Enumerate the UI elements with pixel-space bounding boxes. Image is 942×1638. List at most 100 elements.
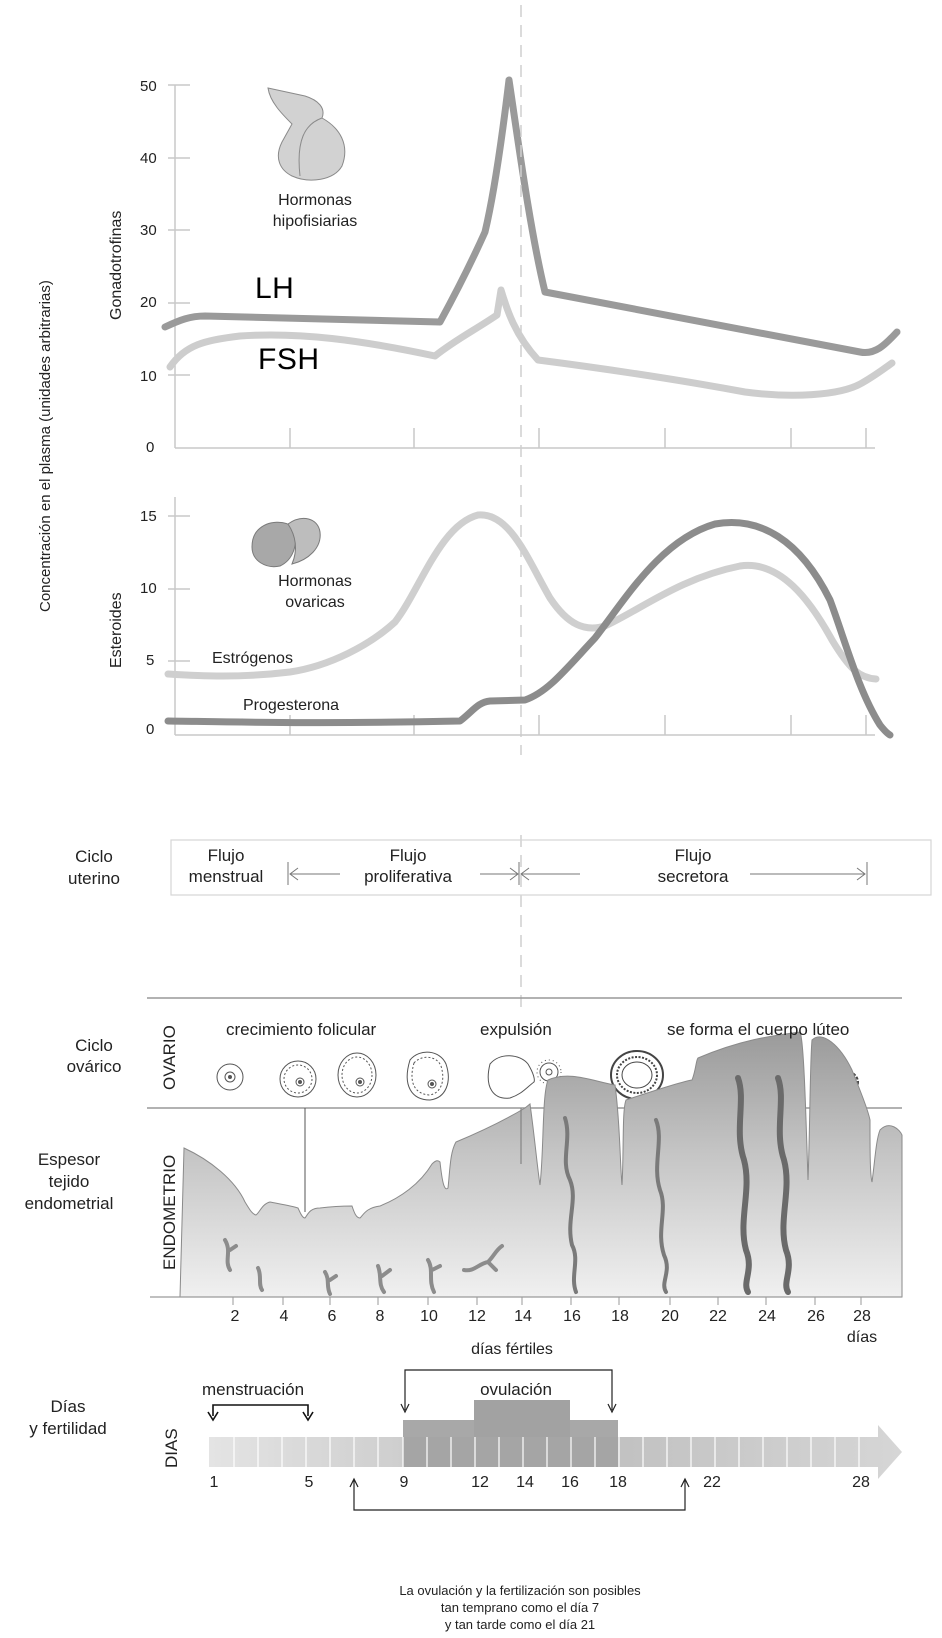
steroid-tick-10: 10: [140, 580, 157, 597]
day-label-20: 20: [661, 1308, 679, 1325]
follicle-stage-4: [406, 1051, 449, 1101]
progesterone-series-label: Progesterona: [243, 697, 340, 714]
gonad-tick-30: 30: [140, 222, 157, 239]
phase-proliferative-line1: Flujo: [389, 846, 427, 865]
pituitary-label-line2: hipofisiarias: [272, 213, 358, 230]
days-vertical-label: DIAS: [162, 1428, 181, 1468]
gonadotrophin-axis-label: Gonadotrofinas: [108, 210, 125, 320]
phase-secretory-line2: secretora: [657, 867, 729, 886]
progesterone-curve: [164, 519, 894, 739]
day-label-22: 22: [709, 1308, 727, 1325]
fertile-days-label: días fértiles: [471, 1341, 553, 1358]
endometrium-tissue: [179, 1031, 903, 1298]
timeline-day-22: 22: [703, 1474, 721, 1491]
uterine-cycle-box: [170, 839, 932, 896]
ovaries-icon: [251, 517, 321, 568]
fertility-note-line3: y tan tarde como el día 21: [444, 1617, 596, 1632]
timeline-day-9: 9: [399, 1474, 409, 1491]
follicle-stage-2: [279, 1060, 317, 1098]
fertile-days-bracket: [400, 1369, 617, 1414]
fertility-panel: [207, 1369, 902, 1511]
endometrium-day-ticks: [232, 1297, 862, 1305]
ovary-vertical-label: OVARIO: [160, 1025, 179, 1090]
plasma-concentration-axis-title: Concentración en el plasma (unidades arb…: [37, 280, 54, 612]
timeline-day-12: 12: [471, 1474, 489, 1491]
ovarian-hormones-label-line2: ovaricas: [285, 594, 345, 611]
day-label-24: 24: [758, 1308, 776, 1325]
gonad-tick-10: 10: [140, 368, 157, 385]
follicle-stage-3: [337, 1052, 377, 1098]
phase-proliferative-line2: proliferativa: [364, 867, 452, 886]
gonad-y-ticks: [168, 84, 190, 376]
timeline-day-5: 5: [304, 1474, 314, 1491]
fertility-note-line2: tan temprano como el día 7: [440, 1600, 600, 1615]
endometrial-glands: [223, 1075, 792, 1296]
estrogen-curve: [164, 511, 880, 683]
timeline-day-16: 16: [561, 1474, 579, 1491]
follicle-stage-1: [216, 1063, 244, 1091]
timeline-day-28: 28: [852, 1474, 870, 1491]
day-label-12: 12: [468, 1308, 486, 1325]
uterine-cycle-panel: [170, 839, 932, 896]
day-label-28: 28: [853, 1308, 871, 1325]
expulsion-label: expulsión: [480, 1020, 552, 1039]
fsh-curve: [166, 286, 896, 399]
fertile-window-bar: [403, 1437, 618, 1467]
days-unit-label: días: [846, 1329, 878, 1346]
fertility-title-line2: y fertilidad: [29, 1419, 107, 1438]
endometrium-title-line3: endometrial: [24, 1194, 114, 1213]
ovulation-block: [474, 1400, 570, 1438]
steroid-tick-5: 5: [146, 652, 155, 669]
day-label-2: 2: [230, 1308, 240, 1325]
timeline-day-dividers: [233, 1437, 860, 1467]
phase-secretory-line1: Flujo: [674, 846, 712, 865]
fsh-series-label: FSH: [258, 343, 320, 376]
gonad-tick-0: 0: [146, 439, 155, 456]
endometrium-panel: [150, 1031, 903, 1305]
fertility-title-line1: Días: [50, 1397, 86, 1416]
follicle-growth-label: crecimiento folicular: [226, 1020, 377, 1039]
lh-series-label: LH: [255, 272, 295, 305]
lh-curve: [161, 76, 901, 357]
day-label-10: 10: [420, 1308, 438, 1325]
endometrium-title-line2: tejido: [48, 1172, 90, 1191]
estrogen-series-label: Estrógenos: [212, 650, 293, 667]
gonad-tick-40: 40: [140, 150, 157, 167]
day-label-4: 4: [279, 1308, 289, 1325]
uterine-cycle-title-line2: uterino: [68, 869, 120, 888]
uterine-cycle-title-line1: Ciclo: [75, 847, 113, 866]
phase-menstrual-line1: Flujo: [207, 846, 245, 865]
steroid-tick-0: 0: [146, 721, 155, 738]
timeline-day-1: 1: [209, 1474, 219, 1491]
day-label-18: 18: [611, 1308, 629, 1325]
day-label-8: 8: [375, 1308, 385, 1325]
steroid-axis-label: Esteroides: [108, 592, 125, 668]
steroid-tick-15: 15: [140, 508, 157, 525]
endometrium-title-line1: Espesor: [37, 1150, 101, 1169]
menstruation-label: menstruación: [202, 1380, 305, 1399]
day-label-6: 6: [327, 1308, 337, 1325]
day-label-14: 14: [514, 1308, 532, 1325]
day-label-26: 26: [807, 1308, 825, 1325]
timeline-day-18: 18: [609, 1474, 627, 1491]
pituitary-gland-icon: [267, 87, 346, 181]
steroid-y-ticks: [168, 515, 190, 662]
gonadotrophin-panel: [161, 76, 901, 449]
timeline-day-14: 14: [516, 1474, 534, 1491]
ovarian-cycle-title-line2: ovárico: [66, 1057, 122, 1076]
possible-range-bracket: [349, 1477, 690, 1511]
gonad-tick-50: 50: [140, 78, 157, 95]
gonad-x-ticks: [289, 428, 867, 448]
day-label-16: 16: [563, 1308, 581, 1325]
corpus-luteum-label: se forma el cuerpo lúteo: [667, 1020, 850, 1039]
gonad-tick-20: 20: [140, 294, 157, 311]
steroid-panel: [164, 497, 894, 739]
pituitary-label-line1: Hormonas: [278, 192, 352, 209]
menstruation-bracket: [207, 1404, 314, 1422]
phase-menstrual-line2: menstrual: [188, 867, 264, 886]
ovulation-label: ovulación: [480, 1380, 552, 1399]
endometrium-vertical-label: ENDOMETRIO: [160, 1154, 179, 1270]
ovarian-hormones-label-line1: Hormonas: [278, 573, 352, 590]
